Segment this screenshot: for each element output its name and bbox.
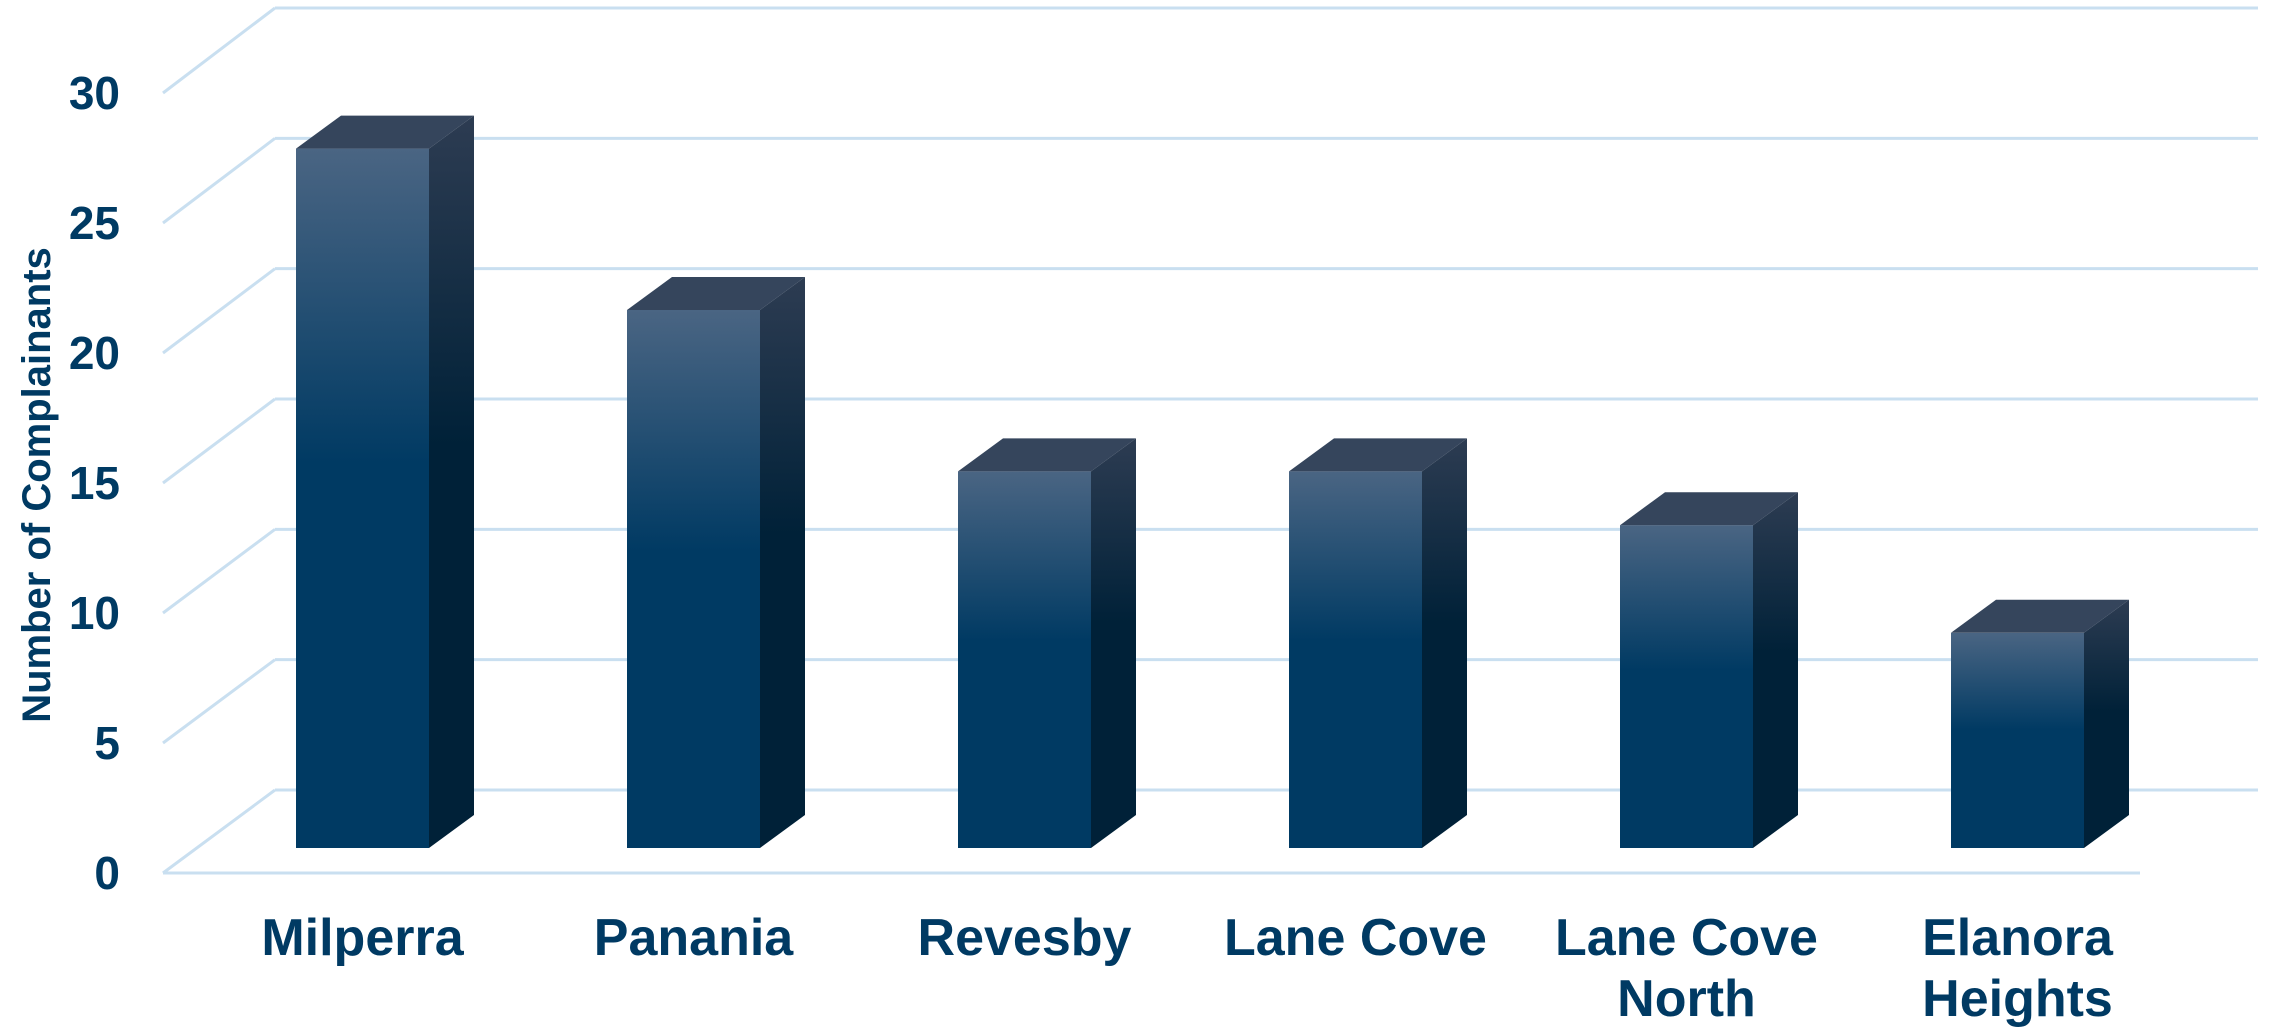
bar <box>296 115 474 849</box>
bar <box>1289 438 1467 848</box>
gridline-diagonal <box>162 788 276 875</box>
bar-side <box>760 277 805 848</box>
bar <box>958 438 1136 848</box>
y-tick-label: 0 <box>94 847 120 899</box>
bar-front <box>1620 525 1753 848</box>
y-tick-label: 20 <box>69 327 120 379</box>
bar-side <box>1422 438 1467 848</box>
gridlines <box>162 6 2258 875</box>
bar <box>1951 599 2129 848</box>
x-category-label: Revesby <box>918 909 1132 967</box>
bar-top <box>296 115 474 149</box>
x-category-label: Elanora Heights <box>1922 909 2114 1028</box>
bar-side <box>1091 438 1136 848</box>
x-axis-categories: Milperra Panania Revesby Lane Cove Lane Cove… <box>261 909 2114 1028</box>
bar <box>1620 492 1798 848</box>
gridline-diagonal <box>162 528 276 615</box>
bar-top <box>1951 599 2129 633</box>
y-tick-label: 30 <box>69 67 120 119</box>
x-category-label: Panania <box>594 909 794 967</box>
y-axis-title: Number of Complainants <box>15 247 59 723</box>
y-tick-label: 15 <box>69 457 120 509</box>
bars <box>296 115 2129 849</box>
y-axis-ticks: 0 5 10 15 20 25 30 <box>69 67 120 899</box>
bar <box>627 277 805 848</box>
bar-top <box>627 277 805 310</box>
gridline-diagonal <box>162 397 276 485</box>
bar-top <box>1289 438 1467 472</box>
x-category-label: Lane Cove North <box>1555 909 1818 1028</box>
y-tick-label: 10 <box>69 587 120 639</box>
gridline-diagonal <box>162 658 276 745</box>
bar-front <box>958 471 1091 848</box>
bar-top <box>958 438 1136 472</box>
bar-side <box>2084 599 2129 848</box>
gridline-diagonal <box>162 6 276 95</box>
bar-front <box>627 310 760 848</box>
bar-side <box>1753 492 1798 848</box>
bar-front <box>1289 471 1422 848</box>
bar-side <box>429 115 474 849</box>
y-tick-label: 25 <box>69 197 120 249</box>
bar-front <box>296 148 429 849</box>
gridline-diagonal <box>162 137 276 225</box>
bar-top <box>1620 492 1798 526</box>
bar-front <box>1951 632 2084 848</box>
x-category-label: Lane Cove <box>1224 909 1487 967</box>
y-tick-label: 5 <box>94 717 120 769</box>
x-category-label: Milperra <box>261 909 464 967</box>
gridline-diagonal <box>162 267 276 355</box>
